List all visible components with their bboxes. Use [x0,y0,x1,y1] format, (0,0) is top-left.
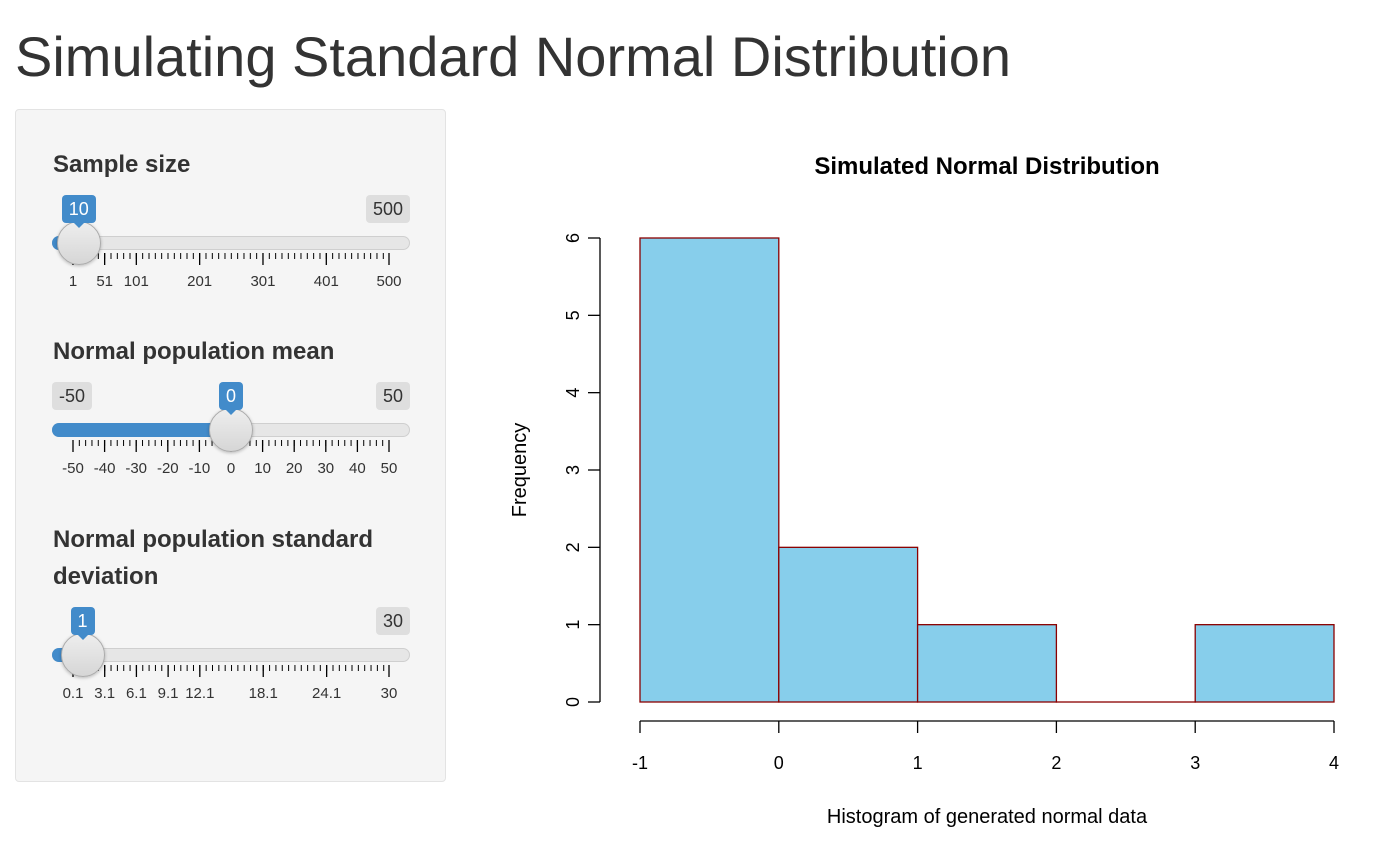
x-tick-label: 2 [1051,753,1061,773]
slider-value-badge: 0 [219,382,244,415]
x-axis-label: Histogram of generated normal data [827,806,1148,828]
slider-tick-label: -30 [125,460,147,477]
y-tick-label: 6 [563,233,583,243]
slider-value-badge: 1 [70,607,95,640]
slider-tick-label: 50 [381,460,398,477]
chart-title: Simulated Normal Distribution [814,153,1159,180]
slider-ticks: 1 51 101 201 301 401 500 [69,253,402,290]
y-tick-label: 4 [563,388,583,398]
slider-tick-label: 20 [286,460,303,477]
histogram-bar [639,237,780,703]
slider-tick-label: 101 [124,273,149,290]
x-tick-label: 0 [774,753,784,773]
slider-tick-label: -50 [62,460,84,477]
slider-tick-label: 401 [314,273,339,290]
slider-tick-label: 40 [349,460,366,477]
slider-tick-label: -10 [189,460,211,477]
slider-fill [52,423,231,437]
slider-tick-label: 10 [254,460,271,477]
slider-max-badge: 500 [365,195,410,223]
slider-ticks: -50 -40 -30 -20 -10 0 10 20 30 40 50 [62,440,398,477]
mean-slider[interactable]: -50 50 -50 -40 -30 -20 -10 0 10 20 30 40 50 0 [52,382,410,492]
slider-tick-label: 301 [250,273,275,290]
y-tick-label: 3 [563,465,583,475]
y-tick-label: 2 [563,542,583,552]
slider-max-badge: 50 [375,382,410,410]
slider-max-badge: 30 [375,607,410,635]
slider-tick-label: 18.1 [249,685,278,702]
x-tick-label: -1 [632,753,648,773]
slider-tick-label: 3.1 [94,685,115,702]
slider-ticks: 0.1 3.1 6.1 9.1 12.1 18.1 24.1 30 [63,665,398,702]
sd-label: Normal population standard deviation [53,526,374,590]
slider-tick-label: 0 [227,460,235,477]
slider-tick-label: 9.1 [158,685,179,702]
x-axis: -1 0 1 2 3 4 [632,720,1339,773]
histogram-bar [778,546,919,703]
histogram-bar [1194,624,1335,703]
x-tick-label: 3 [1190,753,1200,773]
y-axis: 0 1 2 3 4 5 6 [563,233,601,707]
slider-tick-label: 30 [317,460,334,477]
slider-tick-label: -40 [94,460,116,477]
y-axis-label: Frequency [509,423,531,518]
y-tick-label: 0 [563,697,583,707]
slider-tick-label: 51 [96,273,113,290]
sample-size-slider[interactable]: 500 1 51 101 201 301 401 500 10 [52,195,410,305]
slider-tick-label: 0.1 [63,685,84,702]
y-tick-label: 1 [563,620,583,630]
slider-handle[interactable] [209,408,253,452]
x-tick-label: 1 [913,753,923,773]
slider-value-badge: 10 [61,195,96,228]
slider-tick-label: 201 [187,273,212,290]
slider-tick-label: -20 [157,460,179,477]
slider-tick-label: 24.1 [312,685,341,702]
mean-label: Normal population mean [53,338,335,365]
slider-tick-label: 30 [381,685,398,702]
slider-tick-label: 12.1 [185,685,214,702]
y-tick-label: 5 [563,310,583,320]
sd-slider[interactable]: 30 0.1 3.1 6.1 9.1 12.1 18.1 24.1 30 1 [52,607,410,717]
page-title: Simulating Standard Normal Distribution [15,25,1011,88]
slider-tick-label: 1 [69,273,77,290]
slider-tick-label: 6.1 [126,685,147,702]
slider-handle[interactable] [60,633,105,677]
x-tick-label: 4 [1329,753,1339,773]
slider-min-badge: -50 [52,382,93,410]
sidebar-panel: Sample size 500 1 51 101 201 301 401 500 10 Norm… [15,109,446,782]
slider-tick-label: 500 [376,273,401,290]
histogram-chart: Simulated Normal Distribution 0 1 2 3 4 5 6 -1 0 1… [509,153,1339,828]
slider-handle[interactable] [56,221,101,265]
sample-size-label: Sample size [53,151,191,178]
histogram-bar [916,624,1058,703]
